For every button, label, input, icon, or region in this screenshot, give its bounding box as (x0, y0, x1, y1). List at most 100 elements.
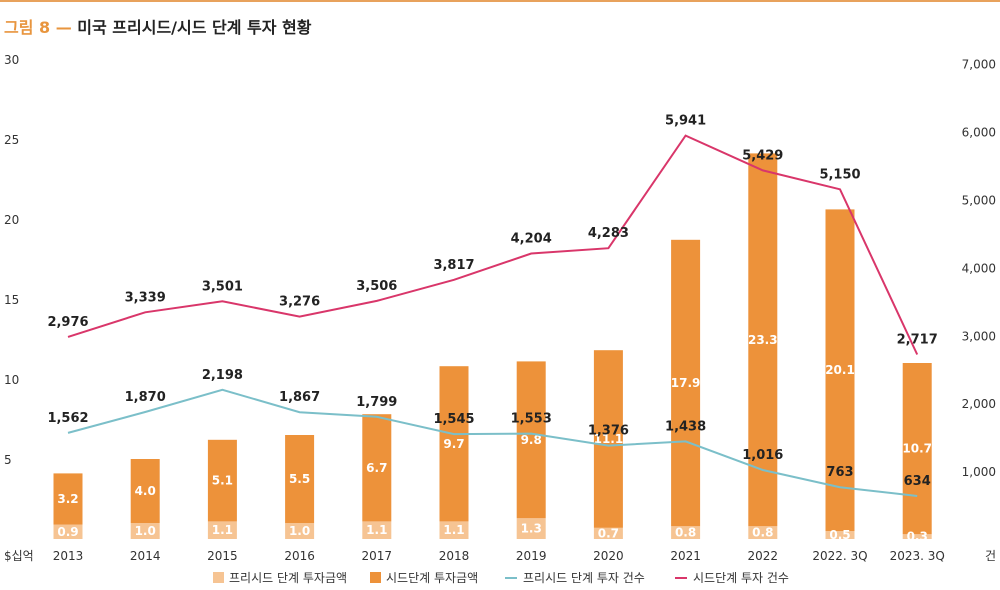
bar-label-preseed: 1.0 (289, 524, 310, 538)
line-label-seed-count: 4,283 (588, 226, 629, 241)
right-axis-tick: 1,000 (962, 465, 996, 479)
x-axis-tick: 2015 (207, 549, 238, 563)
bar-label-seed: 3.2 (57, 492, 78, 506)
bar-seed-amount (439, 366, 469, 522)
bar-seed-amount (130, 459, 160, 523)
bar-seed-amount (902, 363, 932, 535)
line-preseed-count (67, 388, 918, 497)
left-axis-tick: 25 (4, 133, 19, 147)
bar-label-preseed: 0.8 (752, 526, 773, 540)
bar-label-preseed: 1.1 (443, 523, 464, 537)
line-label-preseed-count: 1,562 (47, 411, 88, 426)
legend-preseed-count-text: 프리시드 단계 투자 건수 (523, 571, 645, 585)
bar-label-seed: 5.1 (212, 474, 233, 488)
line-label-preseed-count: 2,198 (202, 368, 243, 383)
line-label-preseed-count: 1,870 (125, 390, 166, 405)
legend-preseed-amount-swatch (213, 572, 224, 583)
line-label-preseed-count: 1,553 (511, 412, 552, 427)
bar-preseed-amount (825, 531, 855, 539)
right-axis-tick: 5,000 (962, 194, 996, 208)
line-label-seed-count: 2,717 (897, 333, 938, 348)
bar-label-seed: 11.1 (594, 432, 624, 446)
line-label-preseed-count: 1,016 (742, 448, 783, 463)
right-axis-tick: 3,000 (962, 329, 996, 343)
right-axis-tick: 7,000 (962, 58, 996, 72)
bar-preseed-amount (362, 521, 392, 539)
bar-label-seed: 9.7 (443, 437, 464, 451)
legend-seed-count-text: 시드단계 투자 건수 (693, 571, 789, 585)
right-axis-tick: 6,000 (962, 126, 996, 140)
line-label-seed-count: 2,976 (47, 315, 88, 330)
bar-label-preseed: 1.1 (366, 523, 387, 537)
legend-preseed-amount-text: 프리시드 단계 투자금액 (229, 571, 347, 585)
x-axis-tick: 2017 (362, 549, 393, 563)
x-axis-tick: 2020 (593, 549, 624, 563)
legend-seed-amount-text: 시드단계 투자금액 (386, 571, 478, 585)
bar-label-seed: 6.7 (366, 461, 387, 475)
x-axis-tick: 2022. 3Q (812, 549, 867, 563)
x-axis-tick: 2018 (439, 549, 470, 563)
line-seed-count (67, 134, 919, 355)
line-label-seed-count: 3,817 (433, 258, 474, 273)
bar-seed-amount (207, 439, 237, 522)
bar-label-preseed: 1.0 (135, 524, 156, 538)
bar-label-seed: 5.5 (289, 472, 310, 486)
right-axis-tick: 4,000 (962, 261, 996, 275)
left-axis-tick: 20 (4, 213, 19, 227)
figure-title: 그림 8 — 미국 프리시드/시드 단계 투자 현황 (4, 14, 312, 38)
bar-label-seed: 4.0 (135, 484, 156, 498)
bar-preseed-amount (285, 523, 315, 539)
line-label-seed-count: 4,204 (511, 232, 552, 247)
bar-label-preseed: 0.5 (829, 528, 850, 542)
line-label-preseed-count: 1,545 (433, 412, 474, 427)
bar-label-seed: 10.7 (902, 442, 932, 456)
bar-label-seed: 17.9 (671, 376, 701, 390)
x-axis-tick: 2019 (516, 549, 547, 563)
bar-preseed-amount (130, 523, 160, 539)
line-label-preseed-count: 634 (904, 474, 931, 489)
bar-label-preseed: 1.3 (521, 522, 542, 536)
left-axis-label: $십억 (4, 549, 34, 563)
bar-seed-amount (671, 239, 701, 527)
right-axis-tick: 2,000 (962, 397, 996, 411)
line-label-preseed-count: 1,799 (356, 395, 397, 410)
x-axis-tick: 2014 (130, 549, 161, 563)
line-label-seed-count: 3,276 (279, 295, 320, 310)
bar-label-preseed: 0.9 (57, 525, 78, 539)
right-axis-label: 건 (985, 549, 996, 563)
left-axis-tick: 5 (4, 453, 12, 467)
line-label-seed-count: 5,429 (742, 148, 783, 163)
x-axis-tick: 2013 (53, 549, 84, 563)
bar-preseed-amount (593, 527, 623, 539)
x-axis-tick: 2016 (284, 549, 315, 563)
line-label-preseed-count: 763 (826, 465, 853, 480)
bar-seed-amount (593, 350, 623, 528)
bar-preseed-amount (516, 518, 546, 539)
bar-seed-amount (748, 153, 778, 527)
line-label-preseed-count: 1,438 (665, 419, 706, 434)
line-label-seed-count: 3,339 (125, 290, 166, 305)
line-label-preseed-count: 1,376 (588, 424, 629, 439)
top-rule (0, 0, 1000, 2)
bar-seed-amount (362, 414, 392, 522)
line-label-preseed-count: 1,867 (279, 390, 320, 405)
bar-label-seed: 23.3 (748, 333, 778, 347)
bar-seed-amount (516, 361, 546, 519)
left-axis-tick: 15 (4, 293, 19, 307)
x-axis-tick: 2022 (748, 549, 779, 563)
bar-label-preseed: 1.1 (212, 523, 233, 537)
line-label-seed-count: 3,506 (356, 279, 397, 294)
bar-preseed-amount (439, 521, 469, 539)
bar-preseed-amount (902, 534, 932, 539)
left-axis-tick: 10 (4, 373, 19, 387)
bar-label-preseed: 0.8 (675, 526, 696, 540)
line-label-seed-count: 5,150 (819, 167, 860, 182)
left-axis-tick: 30 (4, 53, 19, 67)
figure-title-text: 미국 프리시드/시드 단계 투자 현황 (77, 18, 312, 37)
bar-seed-amount (825, 209, 855, 531)
x-axis-tick: 2023. 3Q (890, 549, 945, 563)
line-label-seed-count: 3,501 (202, 279, 243, 294)
bar-label-preseed: 0.7 (598, 526, 619, 540)
bar-preseed-amount (53, 524, 83, 539)
